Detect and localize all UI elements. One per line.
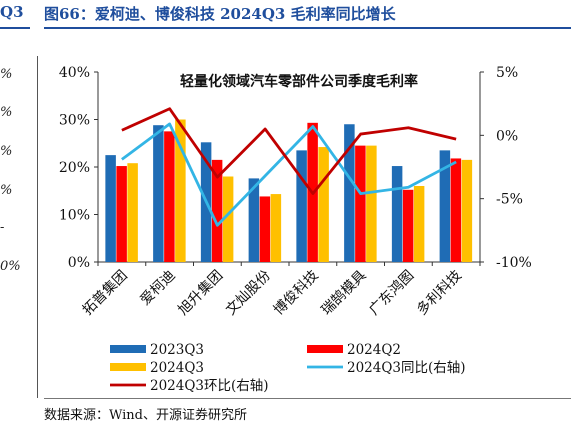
legend-swatch [110, 345, 146, 353]
line-2024Q3同比(右轴) [121, 122, 457, 227]
right-tick-label: 0% [496, 128, 518, 144]
category-label: 爱柯迪 [137, 268, 178, 309]
bar-2024Q2 [164, 131, 175, 262]
left-tick-label: 0% [68, 255, 90, 271]
bar-2024Q3 [175, 119, 186, 262]
bar-2024Q3 [461, 159, 473, 262]
category-label: 旭升集团 [175, 267, 227, 319]
bar-2024Q3 [413, 186, 425, 262]
previous-figure-tick: % [0, 105, 13, 120]
bar-2024Q2 [116, 166, 127, 262]
bar-2024Q3 [127, 163, 138, 262]
category-label: 瑞鹄模具 [318, 267, 370, 319]
legend-swatch [307, 345, 343, 353]
bar-2023Q3 [248, 178, 260, 262]
bar-2023Q3 [439, 150, 451, 262]
category-label: 博俊科技 [270, 267, 322, 319]
left-tick-label: 10% [59, 208, 90, 224]
right-tick-label: 5% [496, 65, 518, 81]
figure-title-rule [44, 27, 571, 29]
left-tick-label: 40% [59, 65, 90, 81]
category-label: 多利科技 [413, 267, 465, 319]
previous-figure-tick: % [0, 183, 13, 198]
legend-swatch [110, 363, 146, 371]
previous-figure-tick: % [0, 144, 13, 159]
right-tick-label: -10% [496, 255, 532, 271]
bar-2023Q3 [153, 125, 164, 262]
bar-2024Q2 [402, 189, 414, 262]
right-tick-label: -5% [496, 192, 523, 208]
bar-2024Q2 [355, 145, 366, 262]
line-2024Q3环比(右轴) [121, 107, 457, 196]
bar-2023Q3 [391, 166, 403, 262]
bar-2024Q3 [222, 176, 234, 262]
legend-label: 2024Q3同比(右轴) [347, 360, 466, 376]
legend-label: 2024Q2 [347, 342, 401, 358]
bar-2023Q3 [344, 124, 355, 262]
previous-figure-rule [0, 27, 30, 29]
legend-label: 2024Q3 [150, 360, 204, 376]
source-note: 数据来源：Wind、开源证券研究所 [44, 408, 247, 423]
bar-2023Q3 [296, 150, 307, 262]
left-tick-label: 20% [59, 160, 90, 176]
category-label: 拓普集团 [79, 267, 131, 319]
legend-label: 2024Q3环比(右轴) [150, 378, 269, 394]
figure-title: 图66：爱柯迪、博俊科技 2024Q3 毛利率同比增长 [44, 5, 396, 23]
chart-title: 轻量化领域汽车零部件公司季度毛利率 [180, 73, 418, 90]
previous-figure-tick: - [0, 220, 5, 235]
category-label: 广东鸿图 [366, 267, 418, 319]
legend-label: 2023Q3 [150, 342, 204, 358]
bar-2024Q3 [318, 147, 329, 262]
previous-figure-title-fragment: Q3 [0, 3, 24, 21]
category-label: 文灿股份 [223, 268, 274, 319]
previous-figure-tick: % [0, 67, 13, 82]
previous-figure-tick: 0% [0, 259, 21, 274]
bar-2024Q3 [270, 194, 282, 262]
source-rule [44, 398, 571, 399]
left-tick-label: 30% [59, 113, 90, 129]
previous-figure-border [37, 56, 38, 398]
bar-2024Q2 [259, 196, 271, 262]
bar-2023Q3 [105, 155, 116, 262]
bar-2024Q3 [366, 145, 377, 262]
bar-2024Q2 [450, 158, 462, 262]
bar-2024Q2 [211, 159, 223, 262]
